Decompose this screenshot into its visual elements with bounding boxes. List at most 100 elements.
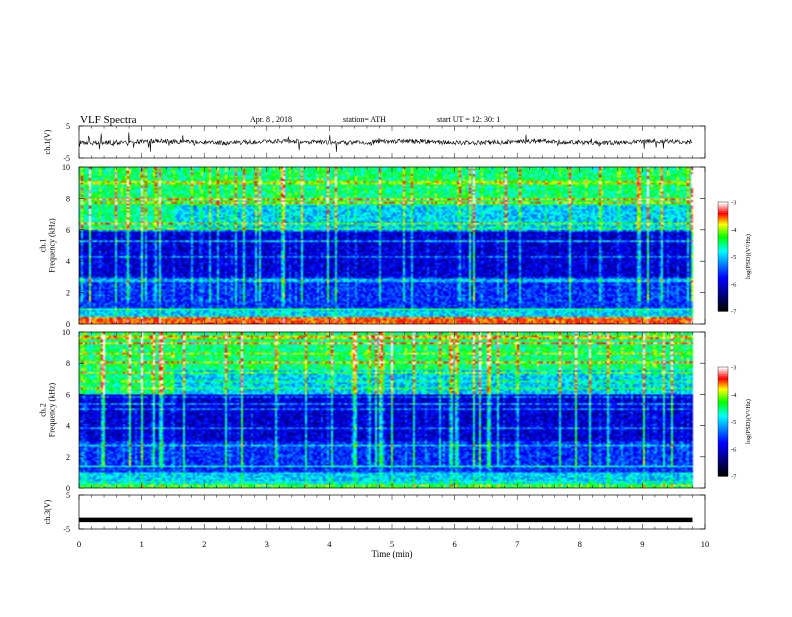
cb1-swatch xyxy=(718,221,728,225)
cb2-swatch xyxy=(718,388,728,392)
p3-heatmap-image xyxy=(79,332,705,488)
cb1-swatch xyxy=(718,291,728,294)
cb2-swatch xyxy=(718,425,728,428)
x-tick-label: 10 xyxy=(701,539,710,549)
cb1-tick-label: -5 xyxy=(731,254,736,261)
cb1-swatch xyxy=(718,258,728,261)
p2-ytick-label: 0 xyxy=(66,320,70,329)
cb1-swatch xyxy=(718,294,728,298)
cb2-swatch xyxy=(718,385,728,388)
cb2-tick-label: -6 xyxy=(731,446,737,453)
cb2-swatch xyxy=(718,376,728,379)
cb1-tick-label: -6 xyxy=(731,281,737,288)
ch1-waveform-ylabel: ch.1(V) xyxy=(43,129,52,154)
cb1-swatch xyxy=(718,249,728,252)
cb1-swatch xyxy=(718,238,728,241)
cb2-swatch xyxy=(718,403,728,406)
cb1-swatch xyxy=(718,272,728,276)
cb1-swatch xyxy=(718,289,728,292)
cb1-swatch xyxy=(718,305,728,308)
cb1-swatch xyxy=(718,220,728,223)
cb2-swatch xyxy=(718,394,728,397)
cb2-swatch xyxy=(718,466,728,470)
cb2-swatch xyxy=(718,448,728,452)
cb2-swatch xyxy=(718,441,728,444)
x-tick-label: 3 xyxy=(265,539,269,549)
p3-ytick-label: 8 xyxy=(66,359,70,368)
cb2-swatch xyxy=(718,434,728,437)
x-tick-label: 2 xyxy=(202,539,206,549)
cb1-swatch xyxy=(718,267,728,270)
cb1-swatch xyxy=(718,234,728,238)
cb1-swatch xyxy=(718,212,728,216)
cb1-swatch xyxy=(718,300,728,303)
cb2-swatch xyxy=(718,432,728,435)
cb2-swatch xyxy=(718,452,728,455)
p3-ytick-label: 6 xyxy=(66,390,70,399)
ch1-colorbar: -3 -4 -5 -6 -7 log(PSD)(V²/Hz) xyxy=(717,200,752,316)
cb1-swatch xyxy=(718,274,728,278)
cb2-swatch xyxy=(718,457,728,461)
cb2-swatch xyxy=(718,461,728,464)
cb2-swatch xyxy=(718,470,728,473)
cb2-swatch xyxy=(718,454,728,457)
p3-ylabel: ch.2Frequency (kHz) xyxy=(39,382,57,437)
cb2-swatch xyxy=(718,410,728,414)
cb1-swatch xyxy=(718,261,728,265)
cb1-tick-label: -3 xyxy=(731,200,736,207)
cb1-swatch xyxy=(718,231,728,234)
cb2-swatch xyxy=(718,367,728,370)
cb2-swatch xyxy=(718,416,728,419)
cb2-swatch xyxy=(718,443,728,446)
cb1-swatch xyxy=(718,260,728,263)
cb2-swatch xyxy=(718,370,728,374)
cb2-swatch xyxy=(718,372,728,375)
cb2-swatch xyxy=(718,399,728,403)
cb1-swatch xyxy=(718,278,728,281)
cb1-swatch xyxy=(718,301,728,305)
cb2-swatch xyxy=(718,374,728,377)
cb2-swatch xyxy=(718,417,728,421)
ch1-waveform-panel: 5 -5 ch.1(V) xyxy=(43,122,706,163)
cb2-swatch xyxy=(718,368,728,372)
cb1-swatch xyxy=(718,229,728,232)
cb2-swatch xyxy=(718,456,728,459)
cb1-swatch xyxy=(718,211,728,214)
cb1-swatch xyxy=(718,247,728,250)
cb1-swatch xyxy=(718,223,728,227)
cb2-swatch xyxy=(718,390,728,394)
cb1-swatch xyxy=(718,281,728,285)
time-axis: 0 1 2 3 4 5 6 7 8 9 10 xyxy=(77,539,709,549)
cb2-tick-label: -4 xyxy=(731,392,737,399)
cb1-swatch xyxy=(718,232,728,236)
cb1-swatch xyxy=(718,236,728,239)
p2-ytick-label: 4 xyxy=(66,257,70,266)
cb2-swatch xyxy=(718,463,728,466)
date-label: Apr. 8 , 2018 xyxy=(250,115,292,124)
ch3-waveform-frame xyxy=(78,494,706,530)
p3-ytick-label: 10 xyxy=(62,328,70,337)
station-label: station= ATH xyxy=(343,115,386,124)
p2-ylabel-line: ch.1 xyxy=(39,239,48,253)
cb2-swatch xyxy=(718,421,728,424)
cb2-swatch xyxy=(718,386,728,390)
cb1-swatch xyxy=(718,298,728,301)
p2-ylabel-line: Frequency (kHz) xyxy=(48,218,57,273)
p3-ytick-label: 2 xyxy=(66,453,70,462)
cb1-swatch xyxy=(718,296,728,299)
x-tick-label: 8 xyxy=(578,539,582,549)
p3-ytick-label: 0 xyxy=(66,484,70,493)
cb1-swatch xyxy=(718,265,728,268)
cb1-swatch xyxy=(718,251,728,254)
ch3-waveform-ylabel-line: ch.3(V) xyxy=(43,499,52,524)
cb2-swatch xyxy=(718,392,728,395)
cb2-swatch xyxy=(718,401,728,404)
ch1-waveform-ytick-label: -5 xyxy=(63,154,70,163)
cb2-tick-label: -5 xyxy=(731,419,736,426)
p3-ylabel-line: Frequency (kHz) xyxy=(48,382,57,437)
cb2-swatch xyxy=(718,396,728,399)
cb1-swatch xyxy=(718,256,728,259)
cb1-swatch xyxy=(718,285,728,288)
cb2-swatch xyxy=(718,419,728,423)
